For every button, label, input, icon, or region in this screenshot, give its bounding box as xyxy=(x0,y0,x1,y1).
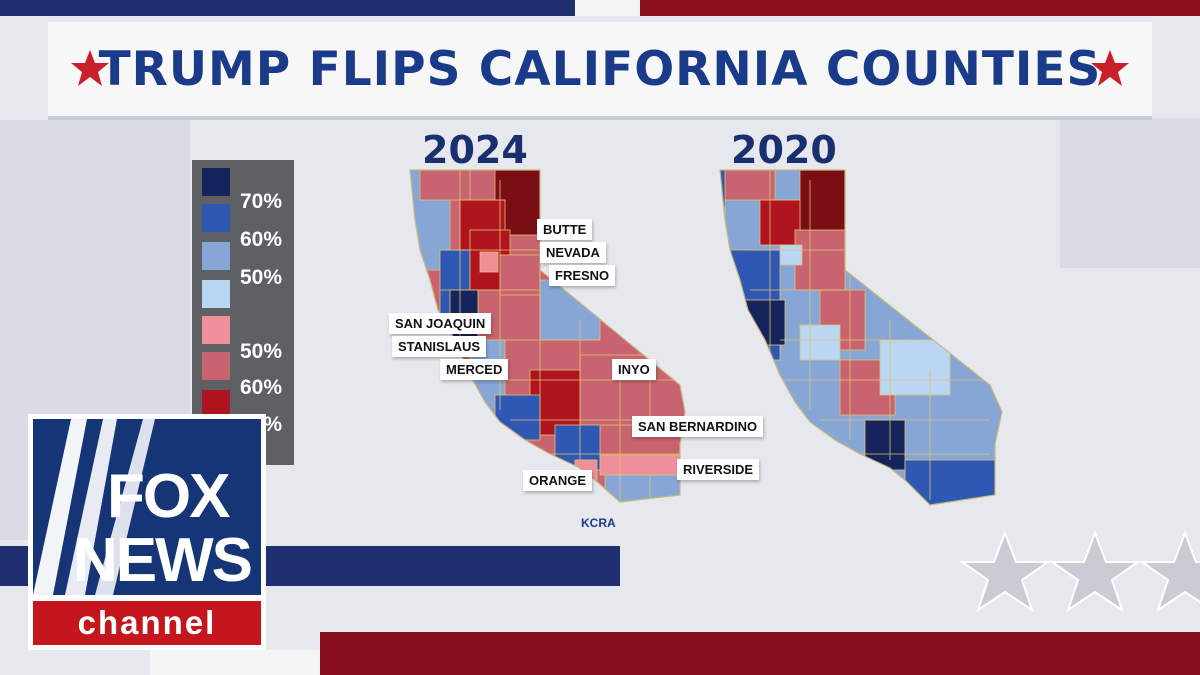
callout-butte: BUTTE xyxy=(537,219,593,240)
legend-swatch-rep-60 xyxy=(202,390,230,418)
callout-fresno: FRESNO xyxy=(549,265,616,286)
bottom-white-band xyxy=(150,650,325,675)
top-white-band xyxy=(575,0,640,16)
fox-wordmark: FOX xyxy=(107,462,230,531)
callout-merced: MERCED xyxy=(440,359,509,380)
headline-text: TRUMP FLIPS CALIFORNIA COUNTIES xyxy=(98,41,1102,97)
fox-news-channel-logo: FOX NEWS channel xyxy=(28,414,266,650)
callout-san-joaquin: SAN JOAQUIN xyxy=(389,313,492,334)
source-credit: KCRA xyxy=(581,516,616,530)
background-panel-right xyxy=(1060,118,1200,268)
legend-label: 50% xyxy=(240,340,283,363)
decorative-stars-icon xyxy=(958,530,1200,613)
channel-wordmark: channel xyxy=(33,601,261,645)
top-blue-band xyxy=(0,0,575,16)
map-2020-year-label: 2020 xyxy=(731,128,837,172)
callout-stanislaus: STANISLAUS xyxy=(392,336,487,357)
legend-swatch-dem-60 xyxy=(202,204,230,232)
star-left-icon xyxy=(71,50,109,86)
top-red-band xyxy=(640,0,1200,16)
legend-swatch-dem-under50 xyxy=(202,280,230,308)
bottom-red-band xyxy=(320,632,1200,675)
callout-san-bernardino: SAN BERNARDINO xyxy=(632,416,764,437)
searchlight-beams-icon xyxy=(33,419,155,595)
california-map-2020 xyxy=(719,169,1003,506)
headline-banner: TRUMP FLIPS CALIFORNIA COUNTIES xyxy=(48,22,1152,116)
callout-inyo: INYO xyxy=(612,359,656,380)
callout-riverside: RIVERSIDE xyxy=(677,459,760,480)
legend-swatch-dem-50 xyxy=(202,242,230,270)
legend-label: 50% xyxy=(240,266,283,289)
legend-swatch-rep-50 xyxy=(202,352,230,380)
legend-label: 70% xyxy=(240,190,283,213)
legend-label: 60% xyxy=(240,376,283,399)
callout-nevada: NEVADA xyxy=(540,242,606,263)
legend-label: 60% xyxy=(240,228,283,251)
legend-swatch-dem-70 xyxy=(202,168,230,196)
news-wordmark: NEWS xyxy=(73,526,253,595)
star-right-icon xyxy=(1091,50,1129,86)
fox-news-logo-panel: FOX NEWS xyxy=(33,419,261,595)
legend-swatch-rep-under50 xyxy=(202,316,230,344)
callout-orange: ORANGE xyxy=(523,470,593,491)
map-2024-year-label: 2024 xyxy=(422,128,528,172)
